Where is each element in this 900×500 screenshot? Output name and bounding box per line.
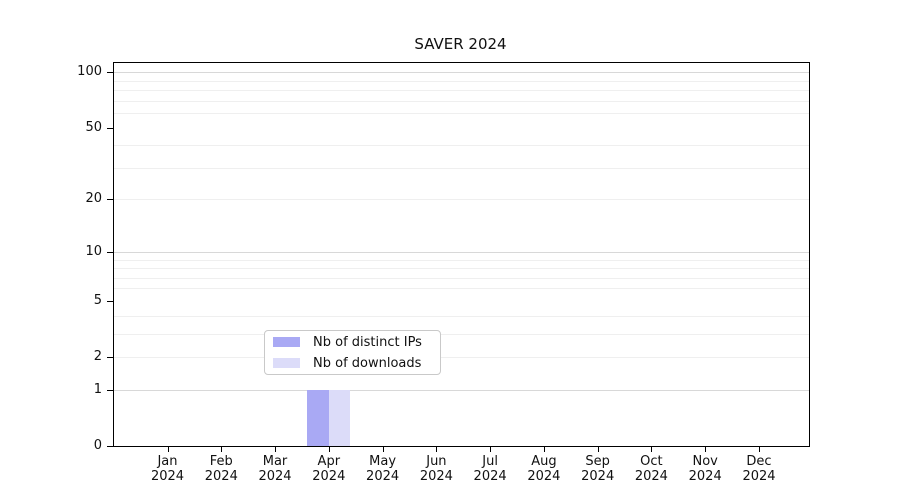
x-tick-month: Jan	[157, 454, 178, 469]
y-tick-mark	[107, 199, 113, 201]
x-tick-label: May 2024	[366, 454, 399, 484]
x-tick-year: 2024	[742, 469, 776, 484]
y-tick-label: 10	[85, 243, 102, 259]
x-tick-label: Jul 2024	[474, 454, 507, 484]
x-tick-label: Dec 2024	[742, 454, 775, 484]
x-tick-year: 2024	[150, 469, 185, 484]
bar-downloads	[328, 389, 351, 446]
x-tick-year: 2024	[688, 469, 722, 484]
gridline-major	[114, 251, 809, 253]
x-tick-month: Oct	[640, 454, 663, 469]
x-tick-label: Apr 2024	[312, 454, 345, 484]
x-tick-mark	[759, 447, 760, 452]
x-tick-label: Nov 2024	[689, 454, 722, 484]
x-tick-label: Feb 2024	[205, 454, 238, 484]
x-tick-month: Aug	[531, 454, 557, 469]
x-tick-month: Sep	[585, 454, 610, 469]
chart-title: SAVER 2024	[414, 35, 507, 53]
gridline-minor	[114, 315, 809, 317]
x-tick-label: Mar 2024	[258, 454, 291, 484]
y-tick-mark	[107, 300, 113, 302]
legend-swatch-downloads	[273, 358, 300, 368]
legend-swatch-distinct-ips	[273, 337, 300, 347]
gridline-minor	[114, 90, 809, 91]
gridline-minor	[114, 357, 809, 358]
x-tick-year: 2024	[204, 469, 238, 484]
y-tick-label: 20	[85, 191, 102, 207]
legend: Nb of distinct IPs Nb of downloads	[264, 330, 441, 375]
x-tick-month: Jul	[482, 454, 498, 469]
gridline-minor	[114, 288, 809, 290]
x-tick-month: Feb	[209, 454, 233, 469]
gridline-minor	[114, 167, 809, 169]
x-tick-mark	[328, 447, 330, 452]
x-tick-mark	[275, 447, 276, 452]
y-tick-label: 100	[77, 64, 102, 80]
y-tick-label: 5	[93, 292, 102, 308]
x-tick-month: Apr	[317, 454, 341, 469]
x-tick-year: 2024	[312, 469, 346, 484]
x-tick-year: 2024	[419, 469, 453, 484]
gridline-minor	[114, 112, 809, 114]
x-tick-year: 2024	[473, 469, 507, 484]
x-tick-year: 2024	[527, 469, 561, 484]
gridline-minor	[114, 80, 809, 82]
x-tick-month: Dec	[746, 454, 772, 469]
x-tick-month: Nov	[692, 454, 718, 469]
gridline-major	[114, 72, 809, 74]
y-tick-mark	[107, 127, 113, 129]
gridline-minor	[114, 277, 809, 279]
legend-label: Nb of downloads	[313, 355, 422, 371]
x-tick-month: Mar	[262, 454, 288, 469]
legend-item: Nb of downloads	[273, 355, 432, 372]
x-tick-mark	[651, 447, 653, 452]
y-tick-label: 1	[93, 381, 102, 397]
bar-distinct-ips	[307, 389, 329, 446]
gridline-minor	[114, 100, 809, 102]
y-tick-label: 0	[93, 438, 102, 453]
gridline-minor	[114, 333, 809, 335]
y-tick-mark	[107, 251, 113, 253]
y-tick-label: 50	[85, 119, 102, 135]
legend-label: Nb of distinct IPs	[313, 334, 422, 350]
x-tick-mark	[597, 447, 599, 452]
plot-area: 0 1 2 5 10 20 50 100 Jan 2024 Feb 2024 Mar 2024 Apr 202…	[77, 62, 810, 484]
legend-item: Nb of distinct IPs	[273, 334, 432, 351]
x-tick-mark	[543, 447, 545, 452]
gridline-minor	[114, 145, 809, 147]
x-tick-mark	[382, 447, 384, 452]
x-tick-label: Oct 2024	[635, 454, 668, 484]
x-tick-year: 2024	[366, 469, 400, 484]
x-tick-label: Sep 2024	[581, 454, 614, 484]
x-tick-mark	[221, 447, 223, 452]
x-tick-mark	[167, 447, 169, 452]
y-tick-mark	[107, 357, 113, 358]
x-tick-mark	[436, 447, 438, 452]
x-tick-month: May	[369, 454, 397, 469]
x-tick-label: Jun 2024	[420, 454, 453, 484]
x-tick-year: 2024	[581, 469, 615, 484]
y-tick-mark	[107, 72, 113, 74]
gridline-minor	[114, 199, 809, 201]
x-tick-mark	[490, 447, 492, 452]
x-tick-label: Aug 2024	[527, 454, 560, 484]
x-tick-year: 2024	[258, 469, 292, 484]
gridline-major	[114, 389, 809, 391]
y-tick-label: 2	[93, 349, 102, 364]
x-tick-year: 2024	[634, 469, 668, 484]
y-tick-mark	[107, 446, 113, 447]
y-tick-mark	[107, 389, 113, 391]
x-tick-label: Jan 2024	[151, 454, 184, 484]
x-tick-month: Jun	[426, 454, 447, 469]
x-tick-mark	[705, 447, 707, 452]
gridline-minor	[114, 259, 809, 261]
gridline-minor	[114, 268, 809, 269]
